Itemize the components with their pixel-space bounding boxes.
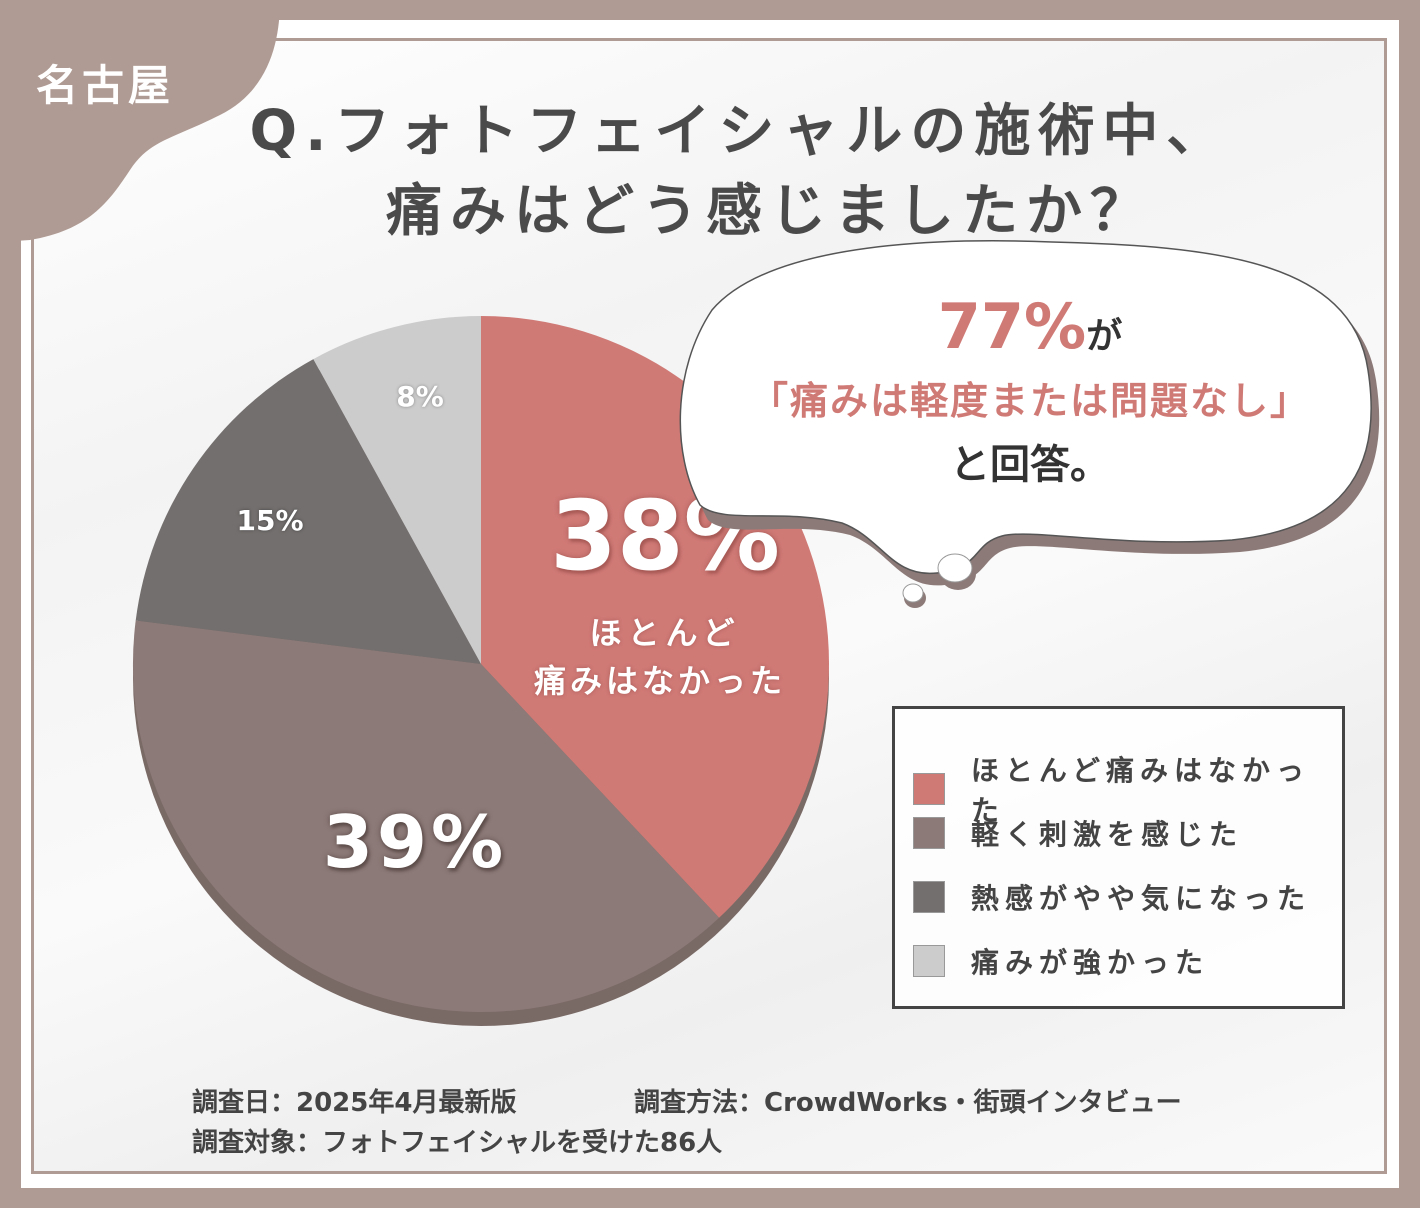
region-tag-shape: [0, 0, 280, 242]
callout-tail: と回答。: [950, 442, 1110, 488]
question-title-line1: Q.フォトフェイシャルの施術中、: [249, 99, 1231, 164]
legend-label: ほとんど痛みはなかった: [970, 754, 1311, 827]
pie-slice-mild: [132, 620, 720, 1013]
legend-item: 痛みが強かった: [913, 941, 1209, 981]
slice-label-no-pain-line2: 痛みはなかった: [533, 662, 786, 700]
pie-slice-strong: [313, 316, 481, 664]
legend-label: 軽く刺激を感じた: [971, 818, 1244, 851]
legend-swatch: [913, 817, 945, 849]
chart-legend: ほとんど痛みはなかった 軽く刺激を感じた 熱感がやや気になった 痛みが強かった: [892, 706, 1345, 1009]
legend-label: 痛みが強かった: [971, 946, 1210, 979]
region-tag: 名古屋: [36, 61, 175, 110]
slice-label-strong-pct: 8%: [396, 380, 444, 413]
slice-label-no-pain-line1: ほとんど: [589, 614, 741, 652]
callout-line1: 77%が: [700, 290, 1360, 363]
callout-suffix: が: [1086, 316, 1123, 357]
slice-label-mild-pct: 39%: [322, 800, 508, 884]
legend-swatch: [913, 881, 945, 913]
question-title-line2: 痛みはどう感じましたか？: [386, 179, 1154, 244]
pie-slice-heat: [135, 359, 481, 664]
legend-item: ほとんど痛みはなかった: [913, 749, 1342, 829]
legend-item: 軽く刺激を感じた: [913, 813, 1243, 853]
survey-target: 調査対象：フォトフェイシャルを受けた86人: [192, 1128, 723, 1158]
callout-quote: 「痛みは軽度または問題なし」: [749, 379, 1310, 423]
callout-percent: 77%: [937, 290, 1087, 363]
legend-label: 熱感がやや気になった: [971, 882, 1312, 915]
legend-item: 熱感がやや気になった: [913, 877, 1311, 917]
survey-date: 調査日：2025年4月最新版: [192, 1088, 517, 1118]
legend-swatch: [913, 945, 945, 977]
survey-method: 調査方法：CrowdWorks・街頭インタビュー: [634, 1088, 1182, 1118]
legend-swatch: [913, 773, 945, 805]
slice-label-heat-pct: 15%: [236, 504, 304, 537]
